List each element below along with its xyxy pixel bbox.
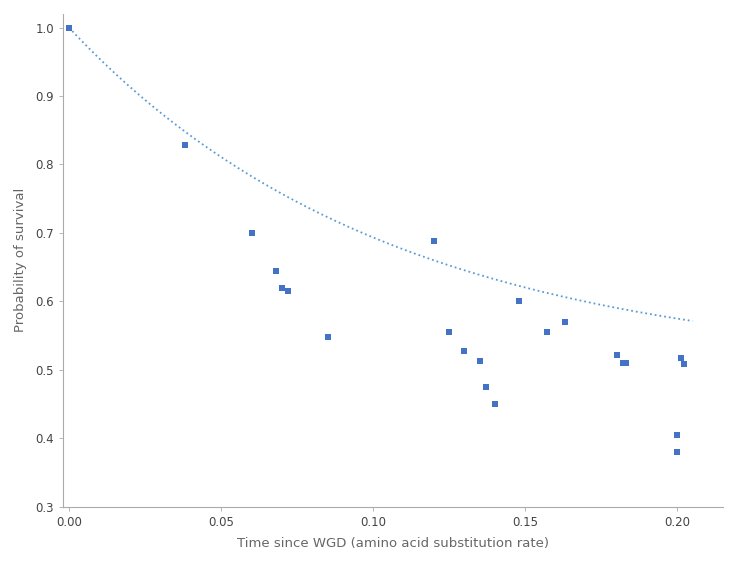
Point [276, 283, 288, 292]
Point [474, 356, 486, 365]
Point [270, 266, 282, 275]
Point [178, 141, 190, 150]
Point [671, 430, 683, 439]
Point [480, 382, 492, 391]
Point [514, 297, 525, 306]
Point [677, 360, 689, 369]
Point [620, 359, 632, 368]
Y-axis label: Probability of survival: Probability of survival [14, 188, 27, 332]
Point [541, 327, 553, 336]
Point [282, 287, 294, 296]
Point [63, 23, 75, 32]
X-axis label: Time since WGD (amino acid substitution rate): Time since WGD (amino acid substitution … [237, 537, 549, 550]
Point [671, 447, 683, 456]
Point [245, 228, 257, 237]
Point [458, 347, 470, 356]
Point [617, 359, 629, 368]
Point [428, 237, 440, 246]
Point [489, 399, 501, 408]
Point [321, 332, 333, 341]
Point [674, 354, 686, 363]
Point [611, 350, 623, 359]
Point [559, 318, 570, 327]
Point [444, 328, 455, 337]
